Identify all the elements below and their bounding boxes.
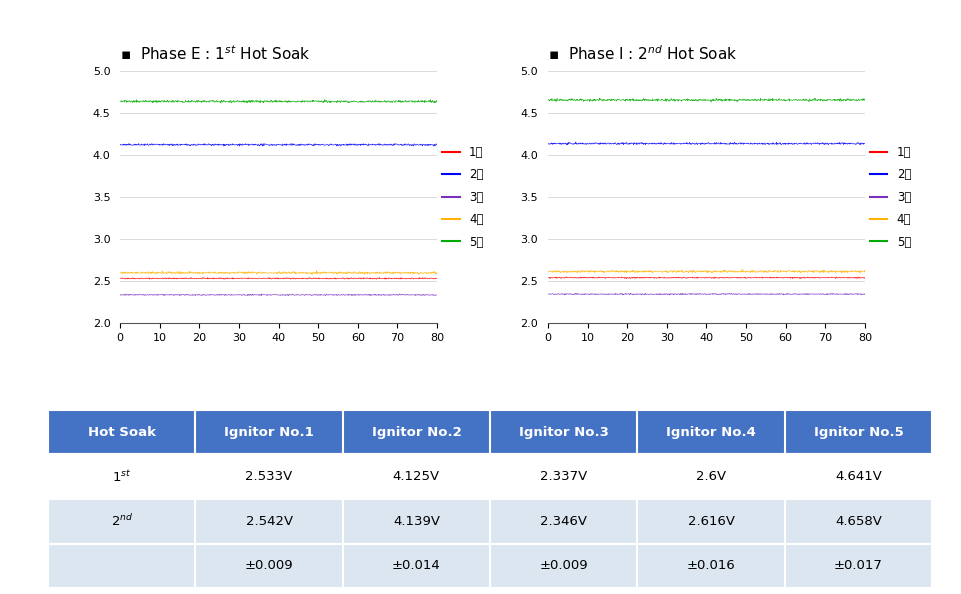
Text: Ignitor No.5: Ignitor No.5: [814, 426, 903, 438]
Text: Ignitor No.2: Ignitor No.2: [372, 426, 461, 438]
Text: 4.658V: 4.658V: [835, 515, 882, 527]
Text: Ignitor No.1: Ignitor No.1: [224, 426, 314, 438]
Text: 2.616V: 2.616V: [688, 515, 734, 527]
Text: ▪  Phase I : 2$^{nd}$ Hot Soak: ▪ Phase I : 2$^{nd}$ Hot Soak: [548, 45, 737, 63]
FancyBboxPatch shape: [48, 544, 932, 588]
Legend: 1번, 2번, 3번, 4번, 5번: 1번, 2번, 3번, 4번, 5번: [437, 141, 488, 253]
Text: 4.641V: 4.641V: [835, 470, 882, 483]
Text: ±0.014: ±0.014: [392, 560, 441, 572]
Text: 1$^{st}$: 1$^{st}$: [112, 469, 132, 485]
Text: ±0.017: ±0.017: [834, 560, 883, 572]
Text: 4.139V: 4.139V: [393, 515, 440, 527]
FancyBboxPatch shape: [48, 499, 932, 544]
Legend: 1번, 2번, 3번, 4번, 5번: 1번, 2번, 3번, 4번, 5번: [865, 141, 916, 253]
Text: 2.337V: 2.337V: [540, 470, 587, 483]
Text: ±0.009: ±0.009: [245, 560, 293, 572]
Text: 2$^{nd}$: 2$^{nd}$: [111, 513, 133, 529]
Text: ▪  Phase E : 1$^{st}$ Hot Soak: ▪ Phase E : 1$^{st}$ Hot Soak: [120, 45, 310, 63]
Text: Hot Soak: Hot Soak: [87, 426, 156, 438]
Text: 2.346V: 2.346V: [540, 515, 587, 527]
Text: 2.6V: 2.6V: [696, 470, 727, 483]
Text: ±0.016: ±0.016: [687, 560, 735, 572]
Text: Ignitor No.4: Ignitor No.4: [666, 426, 756, 438]
Text: 4.125V: 4.125V: [393, 470, 440, 483]
Text: ±0.009: ±0.009: [539, 560, 588, 572]
FancyBboxPatch shape: [48, 410, 932, 454]
Text: Ignitor No.3: Ignitor No.3: [519, 426, 608, 438]
Text: 2.533V: 2.533V: [245, 470, 293, 483]
FancyBboxPatch shape: [48, 454, 932, 499]
Text: 2.542V: 2.542V: [245, 515, 293, 527]
